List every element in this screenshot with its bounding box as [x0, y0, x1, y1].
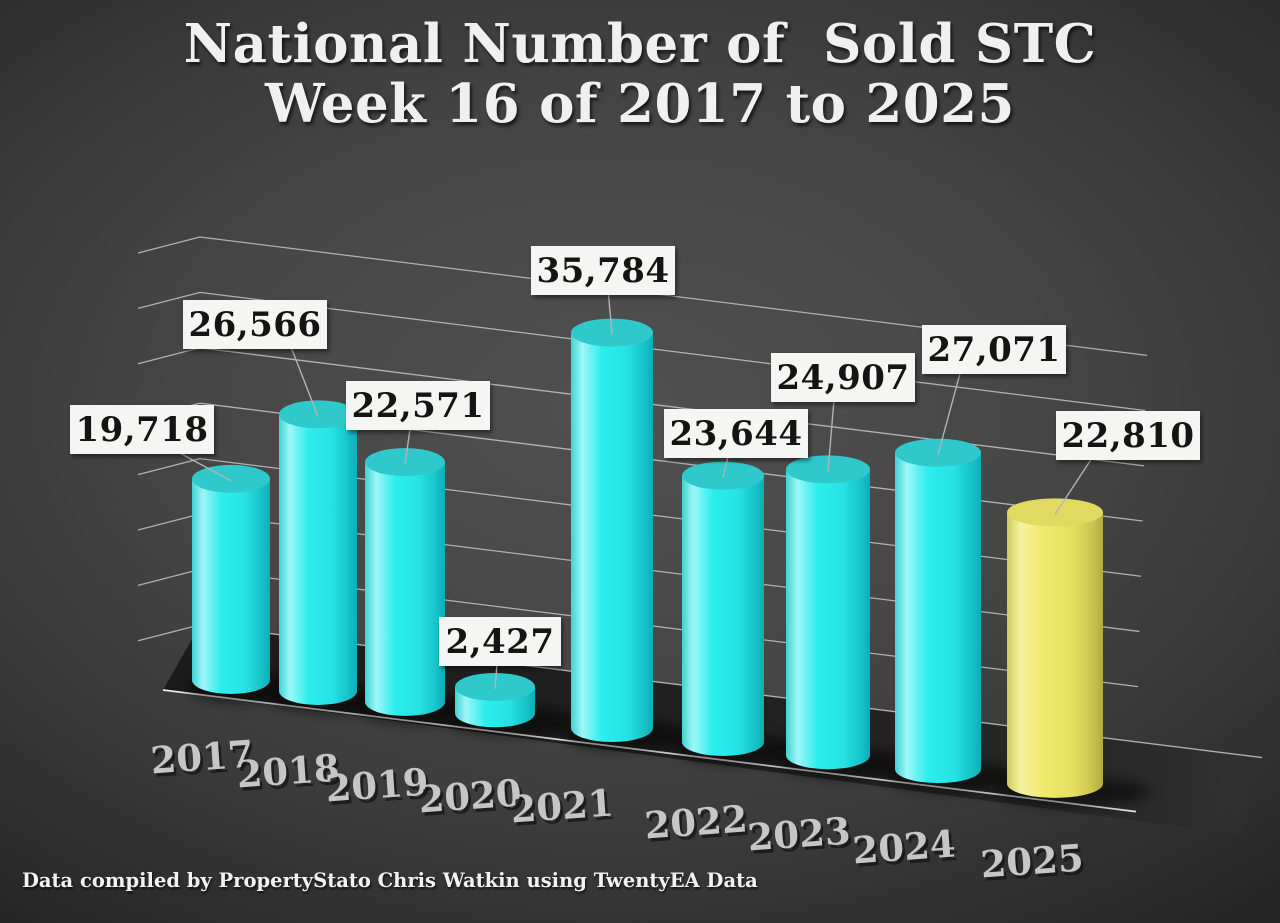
cylinder-2021: [564, 318, 696, 752]
cylinder-top: [192, 464, 270, 493]
year-label-2020: 2020: [417, 770, 523, 821]
callout-leader-2020: [494, 663, 498, 690]
cylinder-2020: [449, 672, 577, 737]
cylinder-body: [571, 332, 653, 743]
callout-leader-2025: [1054, 457, 1093, 515]
cylinder-body: [279, 414, 357, 705]
cylinder-body: [192, 478, 270, 694]
gridline-35000: [137, 236, 1148, 357]
cylinder-body: [786, 469, 870, 770]
value-label-box: [346, 381, 490, 430]
value-label-box: [531, 246, 675, 295]
callout-leader-2017: [177, 451, 232, 482]
value-label-box: [664, 409, 808, 458]
value-label-text: 35,784: [536, 251, 669, 291]
year-label-shadow: 2021: [512, 784, 618, 835]
cylinder-top: [279, 400, 357, 429]
cylinder-body: [365, 462, 445, 716]
cylinder-2023: [778, 455, 914, 779]
value-label-box: [439, 617, 561, 666]
year-label-2017: 2017: [149, 731, 255, 782]
value-label-text: 27,071: [927, 330, 1060, 370]
value-label-2024: 27,071: [922, 325, 1066, 374]
value-label-2021: 35,784: [531, 246, 675, 295]
chart-title-line2: Week 16 of 2017 to 2025: [265, 73, 1015, 135]
value-label-2025: 22,810: [1056, 411, 1200, 460]
value-label-text: 2,427: [446, 622, 555, 662]
value-label-text: 23,644: [669, 414, 802, 454]
year-label-2019: 2019: [324, 759, 430, 810]
year-label-2025: 2025: [979, 835, 1085, 886]
value-label-box: [922, 325, 1066, 374]
chart-title-line1: National Number of Sold STC: [183, 13, 1097, 75]
cylinder-top: [1007, 498, 1103, 527]
callout-leader-2021: [607, 292, 613, 335]
value-label-text: 26,566: [188, 305, 321, 345]
callout-leader-2018: [290, 346, 319, 417]
callout-leader-2022: [722, 455, 729, 478]
callout-leader-2024: [937, 371, 962, 455]
cylinder-2022: [675, 461, 807, 765]
value-label-text: 22,810: [1061, 416, 1194, 456]
cylinder-body: [895, 452, 981, 784]
value-label-box: [771, 353, 915, 402]
value-label-2023: 24,907: [771, 353, 915, 402]
cylinder-2025: [996, 498, 1150, 807]
year-label-2018: 2018: [235, 745, 341, 796]
value-label-text: 22,571: [351, 386, 484, 426]
cylinder-body: [1007, 512, 1103, 798]
value-label-2019: 22,571: [346, 381, 490, 430]
value-label-box: [70, 405, 214, 454]
year-label-2021: 2021: [509, 780, 615, 831]
year-label-shadow: 2024: [854, 825, 960, 876]
value-label-text: 19,718: [75, 410, 208, 450]
callout-leader-2023: [827, 399, 835, 472]
value-label-2017: 19,718: [70, 405, 214, 454]
cylinder-body: [682, 475, 764, 756]
year-label-shadow: 2025: [982, 839, 1088, 890]
year-label-2022: 2022: [643, 796, 749, 847]
year-label-shadow: 2018: [238, 749, 344, 800]
value-label-box: [1056, 411, 1200, 460]
data-source-credit: Data compiled by PropertyStato Chris Wat…: [22, 869, 758, 892]
chart-title: National Number of Sold STC Week 16 of 2…: [0, 14, 1280, 134]
year-label-shadow: 2017: [152, 735, 258, 786]
year-label-shadow: 2022: [646, 800, 752, 851]
year-label-2023: 2023: [746, 808, 852, 859]
value-label-text: 24,907: [776, 358, 909, 398]
value-label-box: [183, 300, 327, 349]
value-label-2020: 2,427: [439, 617, 561, 666]
year-label-shadow: 2023: [749, 812, 855, 863]
value-label-2018: 26,566: [183, 300, 327, 349]
year-label-2024: 2024: [851, 821, 957, 872]
year-label-shadow: 2019: [327, 763, 433, 814]
cylinder-2024: [887, 438, 1025, 793]
value-label-2022: 23,644: [664, 409, 808, 458]
callout-leader-2019: [404, 427, 411, 465]
year-label-shadow: 2020: [420, 774, 526, 825]
